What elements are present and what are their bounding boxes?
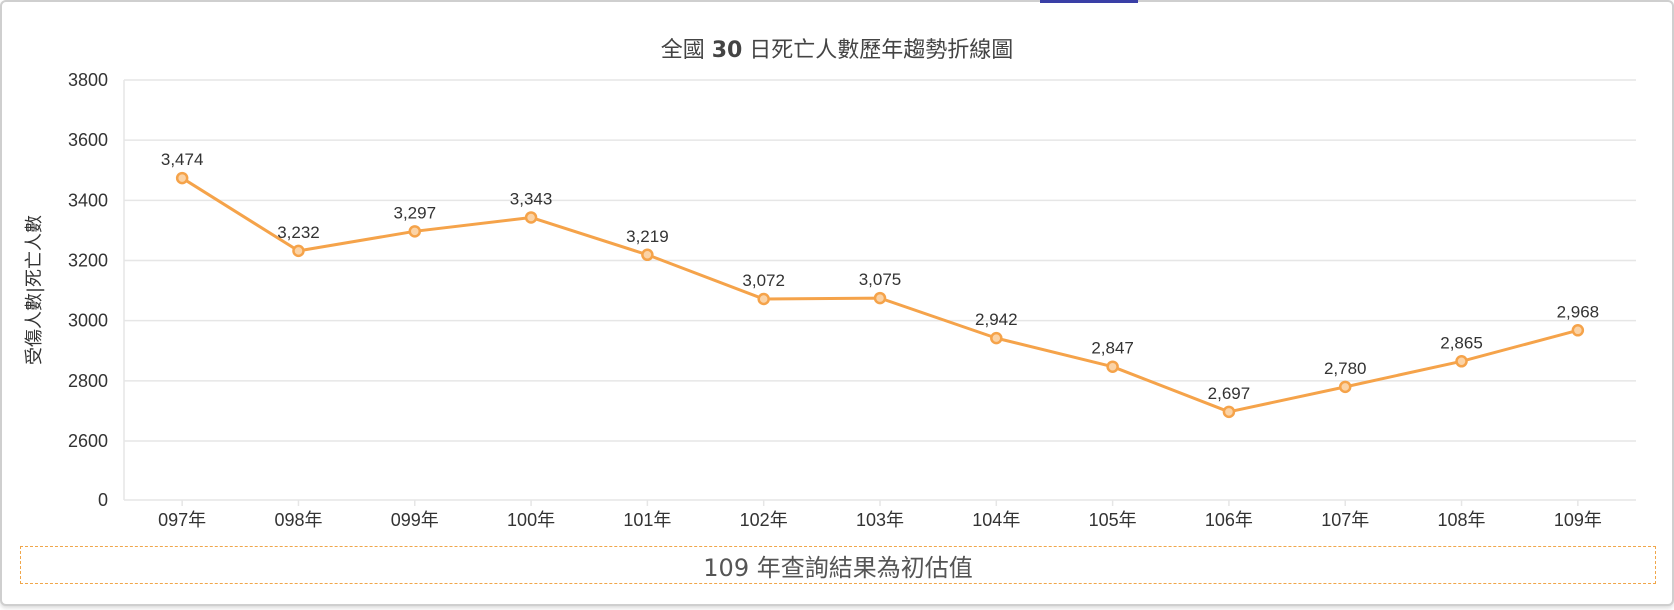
data-label: 3,297 [393, 203, 436, 222]
top-accent-bar [1040, 0, 1138, 3]
data-point[interactable] [990, 331, 1003, 345]
data-points [175, 171, 1585, 419]
y-tick-label: 0 [98, 490, 108, 510]
y-axis-label: 受傷人數|死亡人數 [24, 215, 45, 365]
data-label: 3,343 [510, 189, 553, 208]
x-tick-label: 100年 [507, 510, 555, 530]
data-label: 3,219 [626, 227, 669, 246]
x-tick-label: 098年 [274, 510, 322, 530]
x-tick-label: 103年 [856, 510, 904, 530]
x-tick-label: 109年 [1554, 510, 1602, 530]
data-label: 2,847 [1091, 339, 1134, 358]
data-label: 2,968 [1557, 302, 1600, 321]
y-tick-label: 2600 [68, 431, 108, 451]
x-tick-label: 108年 [1438, 510, 1486, 530]
x-tick-label: 104年 [972, 510, 1020, 530]
x-axis-ticks: 097年 098年 099年 100年 101年 102年 103年 104年 105年 106年… [158, 500, 1602, 530]
data-label: 3,474 [161, 150, 204, 169]
data-point[interactable] [757, 292, 770, 306]
x-tick-label: 099年 [391, 510, 439, 530]
x-tick-label: 102年 [740, 510, 788, 530]
data-point[interactable] [292, 244, 305, 258]
data-point[interactable] [1222, 405, 1236, 419]
chart-title-number: 30 [712, 38, 743, 63]
y-tick-label: 3400 [68, 190, 108, 210]
data-label: 3,232 [277, 223, 320, 242]
chart-title-suffix: 日死亡人數歷年趨勢折線圖 [742, 38, 1013, 63]
y-tick-label: 3000 [68, 311, 108, 331]
data-labels: 3,474 3,232 3,297 3,343 3,219 3,072 3,075 2,942… [161, 150, 1599, 403]
data-point[interactable] [1106, 360, 1119, 373]
y-tick-label: 3200 [68, 251, 108, 271]
data-point[interactable] [524, 211, 538, 224]
x-tick-label: 106年 [1205, 510, 1253, 530]
data-label: 2,865 [1440, 333, 1483, 352]
y-axis-ticks: 0 2600 2800 3000 3200 3400 3600 3800 [68, 70, 108, 510]
data-point[interactable] [1455, 355, 1468, 368]
grid-lines [123, 79, 1636, 501]
x-tick-label: 101年 [623, 510, 671, 530]
x-tick-label: 107年 [1321, 510, 1369, 530]
data-point[interactable] [641, 248, 654, 262]
data-label: 2,780 [1324, 359, 1367, 378]
data-point[interactable] [1571, 324, 1585, 337]
data-label: 3,075 [859, 270, 902, 289]
y-tick-label: 2800 [68, 371, 108, 391]
y-tick-label: 3800 [68, 70, 108, 90]
data-point[interactable] [408, 225, 422, 238]
data-label: 2,697 [1208, 384, 1251, 403]
data-point[interactable] [175, 171, 189, 185]
y-tick-label: 3600 [68, 130, 108, 150]
data-point[interactable] [1338, 380, 1352, 394]
data-label: 2,942 [975, 310, 1018, 329]
x-tick-label: 105年 [1089, 510, 1137, 530]
estimate-note: 109 年查詢結果為初估值 [20, 546, 1656, 584]
data-point[interactable] [873, 291, 887, 305]
x-tick-label: 097年 [158, 510, 206, 530]
data-label: 3,072 [742, 271, 785, 290]
chart-title-prefix: 全國 [661, 38, 712, 63]
chart-title: 全國 30 日死亡人數歷年趨勢折線圖 [661, 38, 1014, 63]
